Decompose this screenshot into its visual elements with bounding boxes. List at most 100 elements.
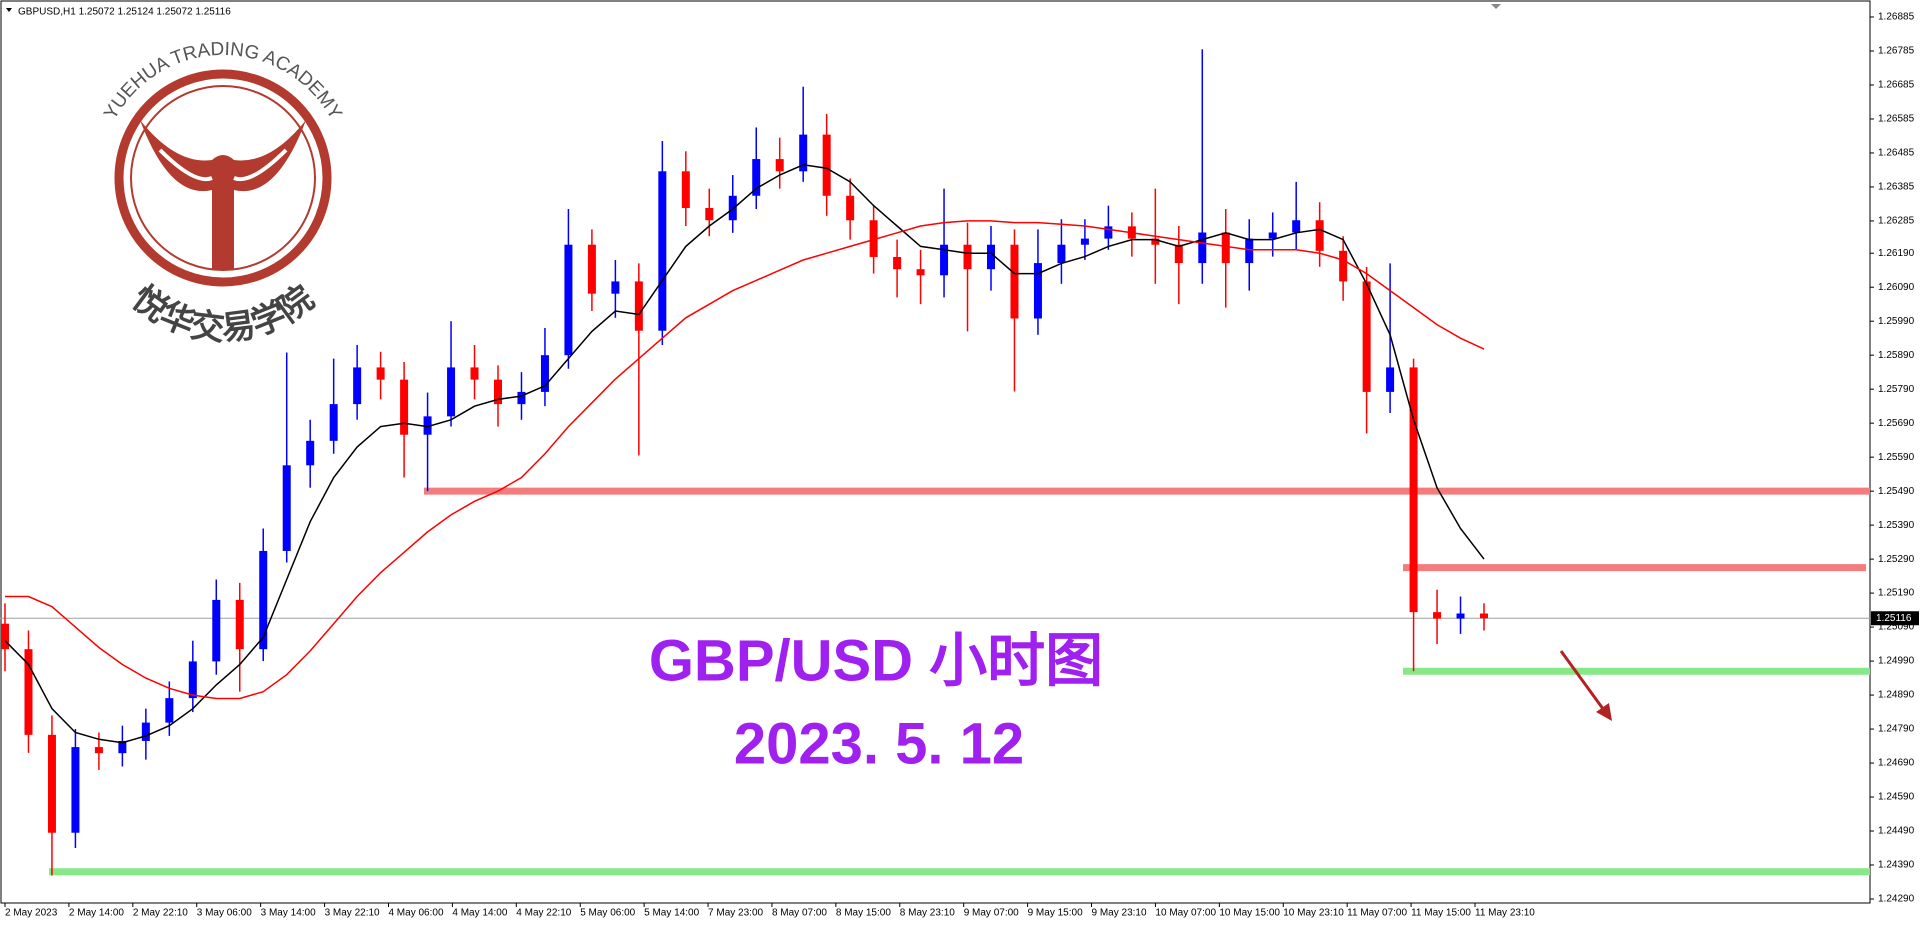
candle-body (1104, 226, 1113, 239)
x-tick-label: 8 May 15:00 (836, 908, 891, 919)
candle-body (799, 134, 808, 172)
candle-body (212, 599, 221, 662)
candle-body (1174, 244, 1183, 264)
y-tick-label: 1.26385 (1878, 182, 1915, 193)
arrow (1559, 650, 1612, 721)
candle-body (564, 244, 573, 356)
candle-body (141, 722, 150, 741)
x-tick-label: 3 May 06:00 (197, 908, 252, 919)
candle-body (1386, 367, 1395, 392)
y-tick-label: 1.24790 (1878, 724, 1915, 735)
candle-body (1480, 613, 1488, 619)
chart-subtitle: 2023. 5. 12 (734, 711, 1024, 776)
candle-body (869, 220, 878, 257)
candle-body (235, 599, 244, 650)
menu-triangle[interactable] (6, 8, 12, 12)
x-tick-label: 5 May 06:00 (580, 908, 635, 919)
candle-body (1315, 220, 1324, 251)
candle-body (376, 367, 385, 380)
y-tick-label: 1.25290 (1878, 554, 1915, 565)
candle-body (658, 171, 667, 331)
candle-body (329, 404, 338, 441)
y-tick-label: 1.26585 (1878, 114, 1915, 125)
x-tick-label: 5 May 14:00 (644, 908, 699, 919)
candle-body (1339, 250, 1348, 282)
y-tick-label: 1.25690 (1878, 418, 1915, 429)
y-tick-label: 1.24990 (1878, 656, 1915, 667)
candle-body (1409, 367, 1418, 613)
y-tick-label: 1.26785 (1878, 46, 1915, 57)
x-tick-label: 2 May 22:10 (133, 908, 188, 919)
candle-body (1268, 232, 1277, 239)
candle-body (1151, 238, 1160, 245)
y-tick-label: 1.24890 (1878, 690, 1915, 701)
candle-body (118, 740, 127, 754)
x-tick-label: 11 May 07:00 (1347, 908, 1407, 919)
arrow-shaft (1559, 650, 1608, 714)
candle-body (846, 195, 855, 221)
candle-body (1033, 263, 1042, 319)
x-tick-label: 10 May 07:00 (1155, 908, 1216, 919)
y-tick-label: 1.24290 (1878, 894, 1915, 905)
y-tick-label: 1.26485 (1878, 148, 1915, 159)
y-tick-label: 1.26685 (1878, 80, 1915, 91)
x-tick-label: 10 May 23:10 (1283, 908, 1344, 919)
y-tick-label: 1.26090 (1878, 282, 1915, 293)
arrow-head (1596, 703, 1612, 721)
candle-body (517, 391, 526, 405)
candle-body (705, 208, 714, 221)
x-tick-label: 8 May 07:00 (772, 908, 827, 919)
candle-body (24, 649, 33, 735)
candle-body (1, 623, 9, 650)
logo-symbol-detail (158, 148, 288, 182)
x-tick-label: 2 May 14:00 (69, 908, 124, 919)
chart-title: GBP/USD 小时图 (649, 628, 1103, 693)
y-tick-label: 1.25390 (1878, 520, 1915, 531)
candle-body (1456, 613, 1465, 619)
x-tick-label: 9 May 23:10 (1092, 908, 1147, 919)
candle-body (447, 367, 456, 417)
candle-body (681, 171, 690, 209)
candle-body (752, 159, 761, 196)
candle-body (987, 244, 995, 270)
y-tick-label: 1.25990 (1878, 316, 1915, 327)
candle-body (188, 661, 197, 699)
logo-ring (114, 69, 332, 287)
x-tick-label: 8 May 23:10 (900, 908, 955, 919)
candle-body (1057, 244, 1066, 264)
candle-body (940, 244, 949, 276)
candle-body (470, 367, 479, 380)
candle-body (71, 747, 80, 833)
x-tick-label: 10 May 15:00 (1219, 908, 1280, 919)
shift-marker (1491, 4, 1501, 9)
candle-body (1245, 238, 1254, 264)
candle-body (587, 244, 596, 294)
candle-body (611, 281, 620, 294)
y-tick-label: 1.26885 (1878, 12, 1915, 23)
x-tick-label: 9 May 15:00 (1028, 908, 1083, 919)
candle-body (1080, 238, 1089, 245)
x-tick-label: 11 May 23:10 (1475, 908, 1535, 919)
x-tick-label: 3 May 22:10 (325, 908, 380, 919)
y-tick-label: 1.24490 (1878, 826, 1915, 837)
candle-body (1433, 612, 1442, 619)
candle-body (775, 159, 784, 172)
candle-body (1362, 281, 1371, 392)
y-tick-label: 1.25890 (1878, 350, 1915, 361)
levels (0, 487, 1870, 876)
x-tick-label: 4 May 14:00 (452, 908, 507, 919)
x-tick-label: 4 May 06:00 (388, 908, 443, 919)
axes: 1.26885 1.26785 1.26685 1.26585 1.26485 1.263… (4, 12, 1919, 919)
y-tick-label: 1.26285 (1878, 216, 1915, 227)
chart-header: GBPUSD,H1 1.25072 1.25124 1.25072 1.2511… (18, 7, 231, 18)
current-price-box (1871, 611, 1919, 626)
candle-body (1221, 232, 1230, 264)
candle-body (540, 355, 549, 392)
y-tick-label: 1.25490 (1878, 486, 1915, 497)
y-tick-label: 1.25590 (1878, 452, 1915, 463)
marks (1, 49, 1488, 876)
y-tick-label: 1.24590 (1878, 792, 1915, 803)
candle-body (259, 550, 268, 650)
x-tick-label: 7 May 23:00 (708, 908, 763, 919)
